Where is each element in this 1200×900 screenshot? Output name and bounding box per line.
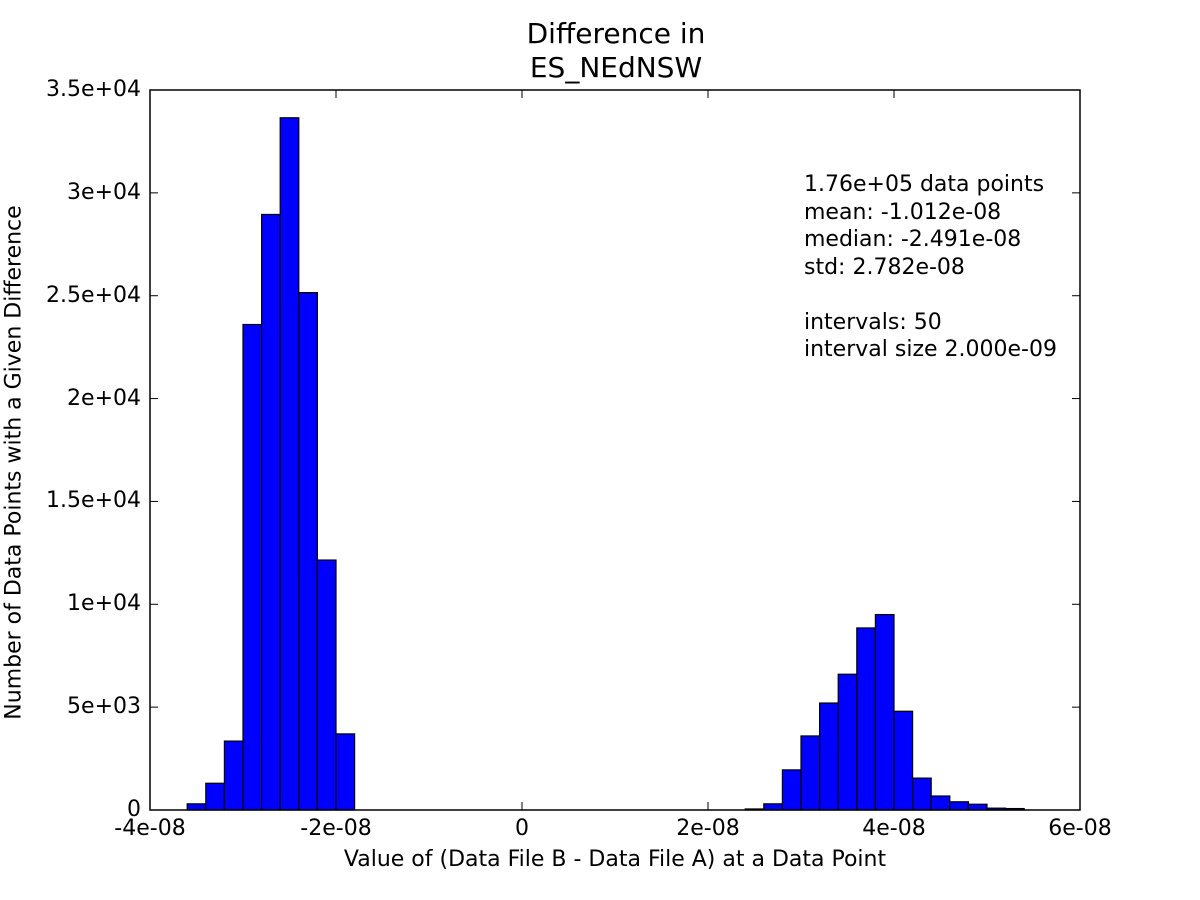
histogram-bar (763, 803, 783, 811)
x-axis-label: Value of (Data File B - Data File A) at … (343, 847, 887, 872)
y-tick-label: 1e+04 (67, 591, 141, 617)
histogram-bar (261, 213, 281, 811)
chart-title-line-1: Difference in (526, 17, 706, 50)
stats-median: median: -2.491e-08 (804, 227, 1022, 252)
stats-interval-size: interval size 2.000e-09 (804, 337, 1057, 362)
y-tick-label: 2e+04 (67, 385, 141, 411)
stats-data-points: 1.76e+05 data points (804, 172, 1045, 197)
x-tick-label: -2e-08 (300, 816, 372, 841)
histogram-bar (205, 782, 226, 811)
histogram-bar (967, 803, 988, 811)
histogram-bar (930, 795, 951, 811)
y-tick-label: 3e+04 (67, 179, 141, 205)
histogram-bar (874, 613, 895, 811)
histogram-bar (298, 292, 318, 811)
y-tick-label: 0 (127, 797, 141, 822)
y-tick-label: 2.5e+04 (46, 282, 141, 308)
x-tick-label: 4e-08 (862, 816, 926, 841)
x-tick-label: 0 (515, 816, 529, 841)
histogram-bar (335, 733, 356, 811)
histogram-bar (186, 803, 207, 811)
x-tick-label: 2e-08 (676, 816, 740, 841)
histogram-bar (911, 777, 932, 811)
histogram-bar (837, 673, 858, 811)
axes-frame (149, 89, 1081, 811)
histogram-bar (242, 323, 263, 811)
histogram-bar (800, 735, 821, 811)
histogram-bar (316, 559, 337, 811)
stats-mean: mean: -1.012e-08 (804, 199, 1002, 225)
x-tick-label: -4e-08 (114, 816, 186, 841)
y-tick-label: 1.5e+04 (46, 488, 141, 514)
histogram-bar (893, 710, 914, 811)
histogram-bar (856, 627, 876, 811)
x-tick-label: 6e-08 (1048, 816, 1112, 841)
y-tick-label: 5e+03 (67, 694, 141, 720)
histogram-bar (781, 769, 802, 811)
histogram-bar (223, 740, 244, 811)
stats-annotation: 1.76e+05 data points mean: -1.012e-08 me… (804, 171, 1057, 364)
histogram-bar (279, 117, 300, 811)
stats-spacer (804, 281, 1057, 309)
y-axis-label: Number of Data Points with a Given Diffe… (1, 205, 27, 720)
stats-std: std: 2.782e-08 (804, 254, 965, 280)
bars-group (186, 117, 1025, 811)
stats-intervals: intervals: 50 (804, 309, 942, 335)
histogram-bar (949, 801, 969, 811)
histogram-bar (818, 702, 839, 811)
y-tick-label: 3.5e+04 (46, 77, 141, 102)
chart-title-line-2: ES_NEdNSW (529, 51, 703, 84)
